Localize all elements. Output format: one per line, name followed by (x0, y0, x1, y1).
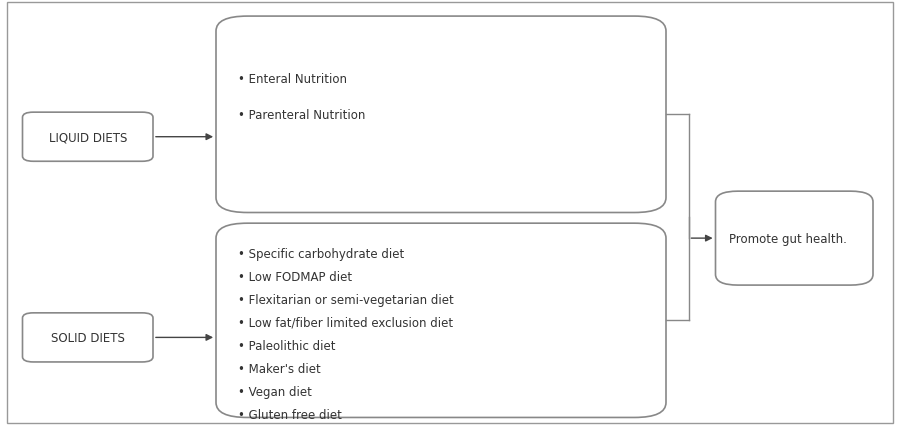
Text: • Gluten free diet: • Gluten free diet (238, 408, 342, 421)
FancyBboxPatch shape (216, 224, 666, 417)
Text: • Specific carbohydrate diet: • Specific carbohydrate diet (238, 247, 405, 260)
Text: • Maker's diet: • Maker's diet (238, 362, 321, 375)
Text: • Vegan diet: • Vegan diet (238, 385, 312, 398)
Text: Promote gut health.: Promote gut health. (729, 232, 847, 245)
Text: • Flexitarian or semi-vegetarian diet: • Flexitarian or semi-vegetarian diet (238, 293, 454, 306)
FancyBboxPatch shape (22, 313, 153, 362)
Text: • Low fat/fiber limited exclusion diet: • Low fat/fiber limited exclusion diet (238, 316, 454, 329)
FancyBboxPatch shape (716, 192, 873, 285)
Text: SOLID DIETS: SOLID DIETS (50, 331, 125, 344)
Text: LIQUID DIETS: LIQUID DIETS (49, 131, 127, 144)
Text: • Paleolithic diet: • Paleolithic diet (238, 339, 336, 352)
Text: • Enteral Nutrition: • Enteral Nutrition (238, 72, 347, 85)
Text: • Parenteral Nutrition: • Parenteral Nutrition (238, 109, 366, 121)
FancyBboxPatch shape (216, 17, 666, 213)
Text: • Low FODMAP diet: • Low FODMAP diet (238, 270, 353, 283)
FancyBboxPatch shape (22, 113, 153, 162)
